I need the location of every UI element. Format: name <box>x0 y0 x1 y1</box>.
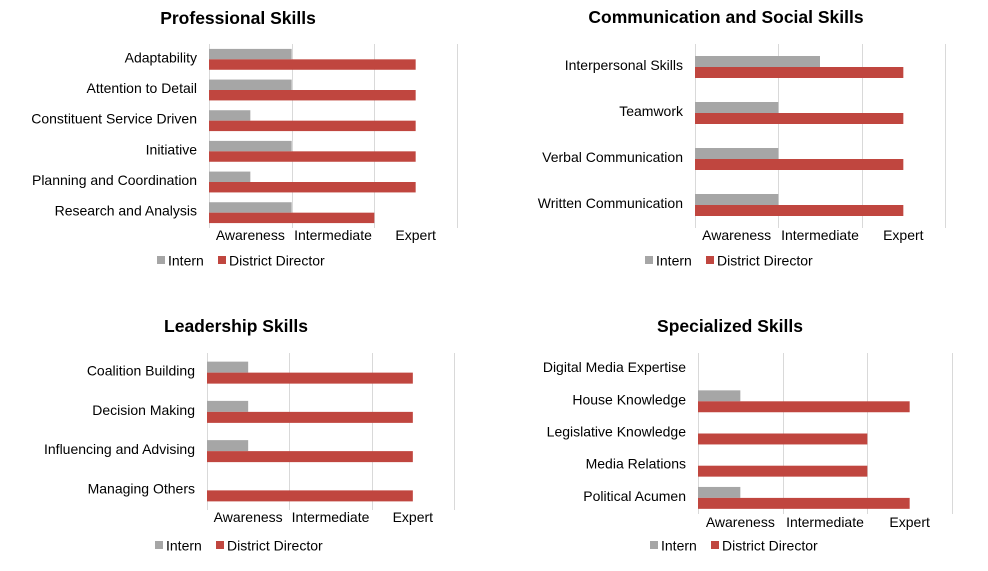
legend-label-district-director: District Director <box>717 253 813 269</box>
bar-district-director-initiative <box>209 151 416 162</box>
chart-panel-professional-skills: Professional Skills Adaptability Attention… <box>31 8 458 269</box>
category-label: Written Communication <box>538 195 683 211</box>
bar-intern-adaptability <box>209 48 292 60</box>
category-label: Constituent Service Driven <box>31 111 197 127</box>
category-label: Political Acumen <box>583 488 686 504</box>
category-label: Media Relations <box>586 456 686 472</box>
legend-label-intern: Intern <box>661 538 697 554</box>
bar-district-director-planning-and-coordination <box>209 182 416 193</box>
legend-swatch-district-director <box>706 256 714 264</box>
category-label: Research and Analysis <box>55 203 197 219</box>
legend-label-district-director: District Director <box>229 253 325 269</box>
bar-intern-written-communication <box>695 194 779 205</box>
legend-swatch-intern <box>645 256 653 264</box>
category-label: Adaptability <box>125 49 197 65</box>
category-label: Managing Others <box>88 480 195 496</box>
bar-intern-influencing-and-advising <box>207 440 249 452</box>
bar-intern-planning-and-coordination <box>209 171 251 182</box>
chart-title: Communication and Social Skills <box>588 7 863 27</box>
x-tick-label: Awareness <box>214 509 283 525</box>
x-tick-label: Intermediate <box>781 227 859 243</box>
chart-title: Specialized Skills <box>657 316 803 336</box>
category-label: Initiative <box>146 141 198 157</box>
x-tick-label: Intermediate <box>294 227 372 243</box>
legend-label-district-director: District Director <box>227 538 323 554</box>
bar-district-director-coalition-building <box>207 372 413 384</box>
category-label: Influencing and Advising <box>44 441 195 457</box>
x-tick-label: Awareness <box>702 227 771 243</box>
x-tick-label: Expert <box>883 227 924 243</box>
bar-intern-political-acumen <box>698 486 741 498</box>
category-label: Interpersonal Skills <box>565 57 683 73</box>
legend-label-intern: Intern <box>166 538 202 554</box>
bar-intern-interpersonal-skills <box>695 56 820 67</box>
bar-district-director-legislative-knowledge <box>698 433 868 445</box>
bar-district-director-constituent-service-driven <box>209 120 416 132</box>
bar-district-director-political-acumen <box>698 497 910 509</box>
category-label: Legislative Knowledge <box>547 424 687 440</box>
chart-title: Professional Skills <box>160 8 316 28</box>
category-label: Digital Media Expertise <box>543 359 686 375</box>
bar-district-director-research-and-analysis <box>209 212 375 224</box>
bar-intern-teamwork <box>695 102 779 113</box>
x-tick-label: Expert <box>395 227 436 243</box>
category-label: Planning and Coordination <box>32 172 197 188</box>
bar-district-director-decision-making <box>207 411 413 423</box>
x-tick-label: Expert <box>889 514 930 530</box>
chart-panel-specialized-skills: Specialized Skills Digital Media Expertis… <box>543 316 953 554</box>
x-tick-label: Intermediate <box>786 514 864 530</box>
category-label: House Knowledge <box>572 391 686 407</box>
chart-title: Leadership Skills <box>164 316 308 336</box>
category-label: Decision Making <box>92 402 195 418</box>
legend-label-district-director: District Director <box>722 538 818 554</box>
bar-district-director-written-communication <box>695 205 904 216</box>
chart-panel-leadership-skills: Leadership Skills Coalition Building Decis… <box>44 316 455 554</box>
legend-swatch-intern <box>650 541 658 549</box>
legend-swatch-district-director <box>218 256 226 264</box>
legend-label-intern: Intern <box>168 253 204 269</box>
category-label: Coalition Building <box>87 363 195 379</box>
legend-swatch-district-director <box>711 541 719 549</box>
legend-swatch-intern <box>155 541 163 549</box>
x-tick-label: Expert <box>393 509 434 525</box>
bar-district-director-attention-to-detail <box>209 90 416 101</box>
category-label: Verbal Communication <box>542 149 683 165</box>
x-tick-label: Intermediate <box>292 509 370 525</box>
bar-intern-research-and-analysis <box>209 202 292 213</box>
legend-swatch-district-director <box>216 541 224 549</box>
bar-intern-verbal-communication <box>695 148 779 159</box>
bar-intern-house-knowledge <box>698 390 741 402</box>
bar-district-director-influencing-and-advising <box>207 451 413 463</box>
x-tick-label: Awareness <box>706 514 775 530</box>
bar-district-director-verbal-communication <box>695 159 904 170</box>
bar-district-director-house-knowledge <box>698 401 910 413</box>
bar-intern-attention-to-detail <box>209 79 292 90</box>
legend-swatch-intern <box>157 256 165 264</box>
bar-district-director-media-relations <box>698 465 868 477</box>
category-label: Attention to Detail <box>86 80 197 96</box>
bar-district-director-interpersonal-skills <box>695 67 904 78</box>
bar-intern-decision-making <box>207 400 249 412</box>
bar-district-director-adaptability <box>209 59 416 70</box>
bar-district-director-managing-others <box>207 490 413 502</box>
category-label: Teamwork <box>619 103 684 119</box>
bar-district-director-teamwork <box>695 113 904 124</box>
chart-panel-communication-and-social-skills: Communication and Social Skills Interpers… <box>538 7 946 269</box>
bar-intern-constituent-service-driven <box>209 110 251 121</box>
legend-label-intern: Intern <box>656 253 692 269</box>
x-tick-label: Awareness <box>216 227 285 243</box>
bar-intern-coalition-building <box>207 361 249 373</box>
bar-intern-initiative <box>209 140 292 152</box>
